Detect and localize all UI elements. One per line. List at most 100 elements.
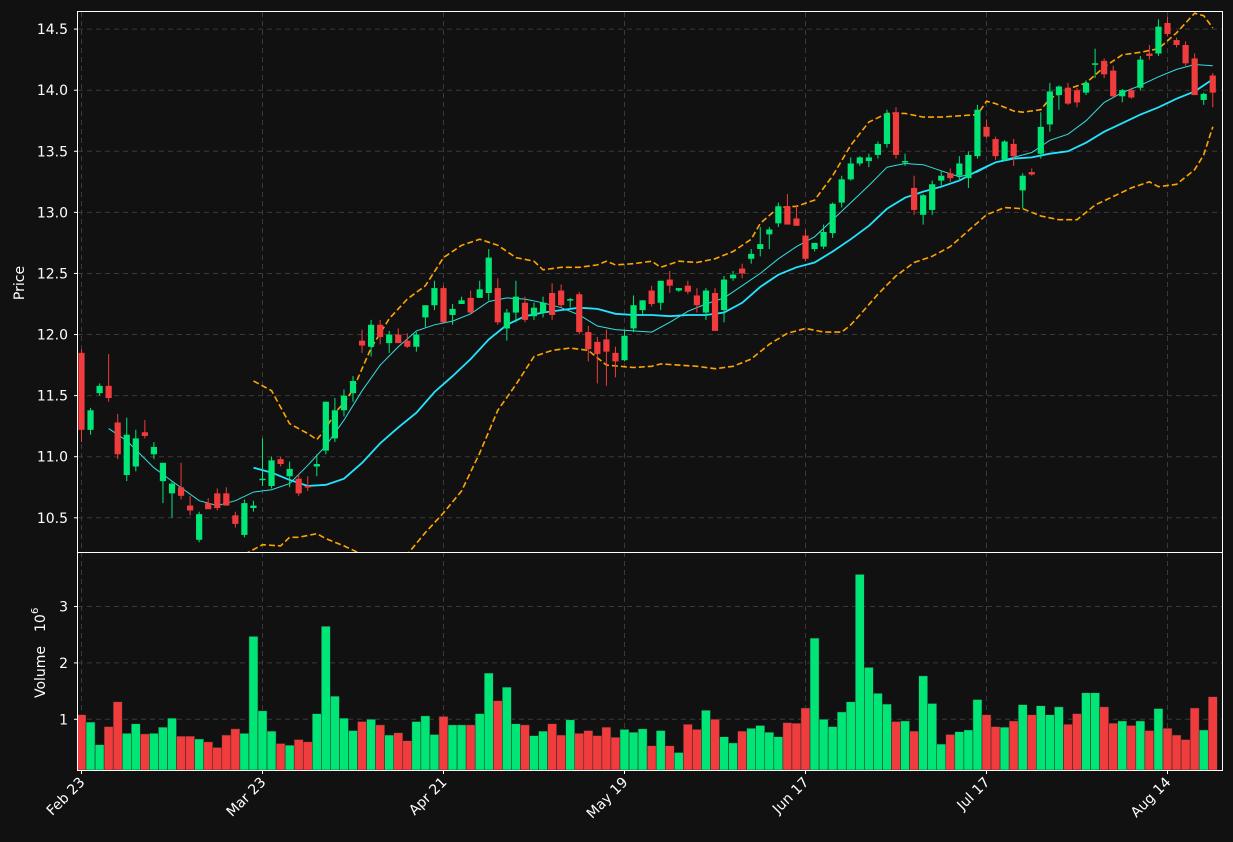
up-candle xyxy=(874,141,881,159)
candle-body xyxy=(748,253,755,259)
volume-bar xyxy=(547,723,557,771)
down-candle xyxy=(1164,16,1171,37)
volume-bar xyxy=(1162,728,1173,771)
candle-body xyxy=(711,292,719,331)
candle-body xyxy=(883,113,891,144)
up-candle xyxy=(883,109,891,148)
volume-bar xyxy=(945,734,956,771)
candle-body xyxy=(901,161,909,163)
volume-bar xyxy=(420,715,431,771)
volume-bar xyxy=(122,733,132,771)
up-candle xyxy=(639,300,646,315)
candle-body xyxy=(512,296,519,313)
candle-body xyxy=(286,468,293,477)
candle-body xyxy=(666,279,673,286)
candle-body xyxy=(368,324,375,347)
down-candle xyxy=(205,498,212,510)
candle-body xyxy=(150,446,157,455)
volume-bar xyxy=(384,734,394,771)
volume-bar xyxy=(900,720,910,771)
candle-body xyxy=(1001,141,1008,160)
candle-body xyxy=(141,432,148,436)
down-candle xyxy=(1191,53,1198,96)
candle-body xyxy=(938,175,945,181)
candle-body xyxy=(775,206,782,224)
volume-bar xyxy=(330,695,340,771)
volume-bar xyxy=(918,675,928,771)
volume-bar xyxy=(927,703,937,771)
volume-bar xyxy=(76,714,87,771)
down-candle xyxy=(911,175,918,215)
up-candle xyxy=(1137,55,1144,91)
down-candle xyxy=(114,413,121,460)
volume-bar xyxy=(873,693,883,771)
candle-body xyxy=(1064,87,1072,104)
volume-bar xyxy=(972,699,983,771)
candle-body xyxy=(874,143,881,155)
up-candle xyxy=(657,280,664,311)
slow-moving-average-line xyxy=(253,78,1214,487)
candle-body xyxy=(241,503,248,535)
up-candle xyxy=(757,227,764,257)
candle-body xyxy=(476,289,483,298)
price-tick-label: 12.0 xyxy=(37,328,68,344)
volume-bar xyxy=(339,717,349,771)
volume-bar xyxy=(791,722,802,771)
candle-body xyxy=(259,478,266,481)
volume-bar xyxy=(447,724,458,771)
down-candle xyxy=(1209,73,1216,108)
candle-body xyxy=(838,179,845,203)
volume-bar xyxy=(936,743,946,771)
candle-body xyxy=(177,487,185,496)
candle-body xyxy=(1146,53,1153,56)
price-tick-label: 14.0 xyxy=(37,83,68,99)
candle-body xyxy=(929,184,936,210)
price-tick-label: 11.0 xyxy=(37,450,68,466)
candle-body xyxy=(530,307,538,317)
bollinger-bands xyxy=(247,12,1214,552)
up-candle xyxy=(386,330,393,353)
volume-bar xyxy=(1189,707,1200,771)
volume-bar xyxy=(827,726,838,771)
volume-bar xyxy=(954,731,965,771)
volume-bar xyxy=(782,722,793,771)
candle-body xyxy=(1110,70,1117,97)
volume-bar xyxy=(293,739,304,771)
volume-bar xyxy=(484,672,494,771)
candle-body xyxy=(114,422,121,455)
candle-body xyxy=(123,434,130,476)
up-candle xyxy=(567,297,574,308)
volume-bar xyxy=(266,730,277,771)
candle-body xyxy=(349,380,357,394)
volume-bar xyxy=(438,716,449,771)
volume-bar xyxy=(755,725,765,771)
candle-body xyxy=(1119,90,1126,97)
candle-body xyxy=(250,505,257,509)
up-candle xyxy=(340,389,348,417)
down-candle xyxy=(494,278,501,325)
candle-body xyxy=(485,257,492,293)
up-candle xyxy=(132,429,139,472)
volume-bar xyxy=(149,733,159,771)
volume-bar xyxy=(94,744,105,771)
up-candle xyxy=(241,499,248,538)
candle-body xyxy=(422,305,429,318)
candle-body xyxy=(630,305,637,329)
volume-bar xyxy=(710,719,720,771)
down-candle xyxy=(1010,139,1017,166)
up-candle xyxy=(123,417,130,482)
candle-body xyxy=(340,395,348,411)
volume-bar xyxy=(646,745,657,771)
candle-body xyxy=(295,478,302,494)
up-candle xyxy=(422,305,429,328)
down-candle xyxy=(358,329,366,353)
volume-bar xyxy=(402,740,413,771)
candle-body xyxy=(205,503,212,510)
volume-bar xyxy=(529,735,539,771)
volume-bar xyxy=(429,734,440,771)
down-candle xyxy=(232,511,239,528)
down-candle xyxy=(793,205,800,226)
volume-bar xyxy=(1090,692,1100,771)
candle-body xyxy=(187,505,194,511)
